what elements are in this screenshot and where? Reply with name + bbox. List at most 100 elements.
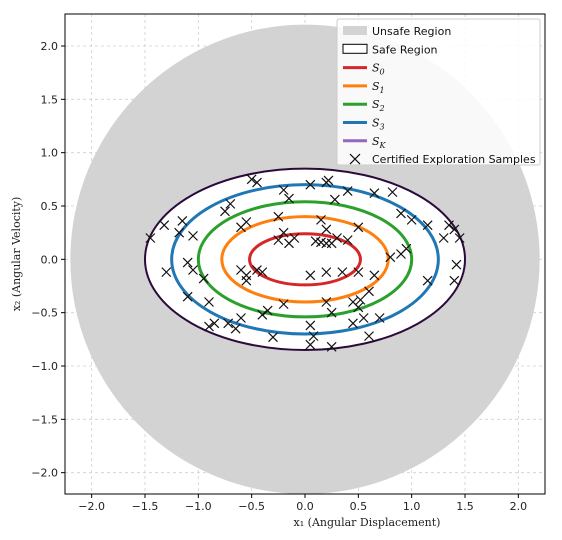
sample-point [369, 270, 380, 281]
sample-point [220, 206, 230, 217]
sample-point [198, 273, 209, 284]
sample-point [284, 193, 294, 204]
sample-point [321, 267, 332, 278]
x-tick-label: −1.5 [132, 500, 159, 513]
y-tick-label: −1.5 [31, 413, 58, 426]
sample-point [223, 318, 234, 329]
sample-point [188, 265, 198, 275]
sample-point [257, 309, 268, 320]
sample-point [257, 267, 268, 278]
sample-point [332, 233, 342, 243]
sample-point [454, 233, 465, 243]
x-tick-label: 0.5 [350, 500, 368, 513]
x-tick-label: 0.0 [296, 500, 314, 513]
x-tick-label: −2.0 [78, 500, 105, 513]
sample-point [323, 175, 334, 186]
legend-label-unsafe: Unsafe Region [372, 25, 451, 38]
legend-marker-samples [349, 153, 361, 165]
sample-point [204, 321, 214, 332]
sample-point [342, 186, 353, 196]
sample-point [364, 331, 374, 342]
sample-point [353, 222, 364, 233]
x-tick-label: −0.5 [238, 500, 265, 513]
sample-point [230, 323, 241, 334]
y-tick-label: −0.5 [31, 307, 58, 320]
sample-point [262, 305, 273, 316]
legend-label-safe: Safe Region [372, 43, 438, 56]
samples [145, 174, 465, 352]
sample-point [182, 257, 193, 268]
sample-point [374, 313, 385, 323]
sample-point [358, 313, 369, 323]
legend-swatch-unsafe [343, 26, 367, 35]
y-tick-label: 2.0 [41, 40, 59, 53]
sample-point [451, 259, 462, 270]
sample-point [337, 267, 348, 278]
sample-point [204, 297, 214, 307]
x-tick-label: 1.5 [456, 500, 474, 513]
sample-point [308, 331, 319, 342]
sample-point [159, 220, 170, 231]
legend-box [336, 18, 541, 166]
legend-label-samples: Certified Exploration Samples [372, 153, 536, 166]
y-tick-label: −2.0 [31, 467, 58, 480]
sample-point [422, 220, 433, 231]
sample-point [268, 332, 278, 343]
sample-point [329, 194, 340, 205]
sample-point [444, 220, 454, 231]
sample-point [161, 267, 172, 278]
x-tick-label: 1.0 [403, 500, 421, 513]
sample-point [353, 267, 364, 278]
sample-point [236, 222, 246, 233]
x-axis-label: x₁ (Angular Displacement) [294, 516, 441, 529]
sample-point [387, 187, 398, 198]
y-tick-label: 0.5 [41, 200, 59, 213]
sample-point [273, 211, 284, 222]
y-tick-label: 1.5 [41, 93, 59, 106]
sample-point [355, 294, 366, 305]
level-set-3 [170, 183, 440, 336]
sample-point [225, 198, 236, 209]
legend-swatch-safe [342, 43, 368, 54]
sample-point [342, 235, 353, 246]
y-tick-label: 0.0 [41, 253, 59, 266]
sample-point [422, 275, 433, 286]
sample-point [353, 302, 364, 313]
sample-point [278, 185, 289, 195]
sample-point [406, 214, 417, 225]
sample-point [252, 265, 262, 275]
sample-point [348, 318, 358, 329]
sample-point [326, 307, 337, 318]
sample-point [305, 270, 316, 281]
sample-point [188, 230, 198, 241]
sample-point [369, 188, 380, 199]
sample-point [278, 299, 289, 310]
sample-point [321, 297, 332, 307]
level-set-0 [248, 232, 362, 287]
sample-point [252, 177, 262, 188]
sample-point [177, 216, 188, 226]
x-tick-label: 2.0 [510, 500, 528, 513]
sample-point [364, 286, 374, 297]
sample-point [321, 224, 332, 235]
sample-point [305, 179, 316, 190]
sample-point [316, 214, 326, 225]
sample-point [241, 270, 252, 281]
sample-point [438, 233, 449, 243]
y-tick-label: 1.0 [41, 147, 59, 160]
level-set-2 [196, 200, 414, 319]
sample-point [385, 252, 396, 263]
sample-point [246, 174, 257, 185]
x-tick-label: −1.0 [185, 500, 212, 513]
safe-region-boundary [144, 167, 466, 352]
sample-point [449, 275, 460, 286]
sample-point [326, 341, 337, 352]
safe-region [145, 168, 465, 350]
sample-point [396, 208, 406, 219]
sample-point [449, 224, 460, 235]
sample-point [236, 313, 246, 323]
sample-point [305, 320, 316, 331]
y-tick-label: −1.0 [31, 360, 58, 373]
